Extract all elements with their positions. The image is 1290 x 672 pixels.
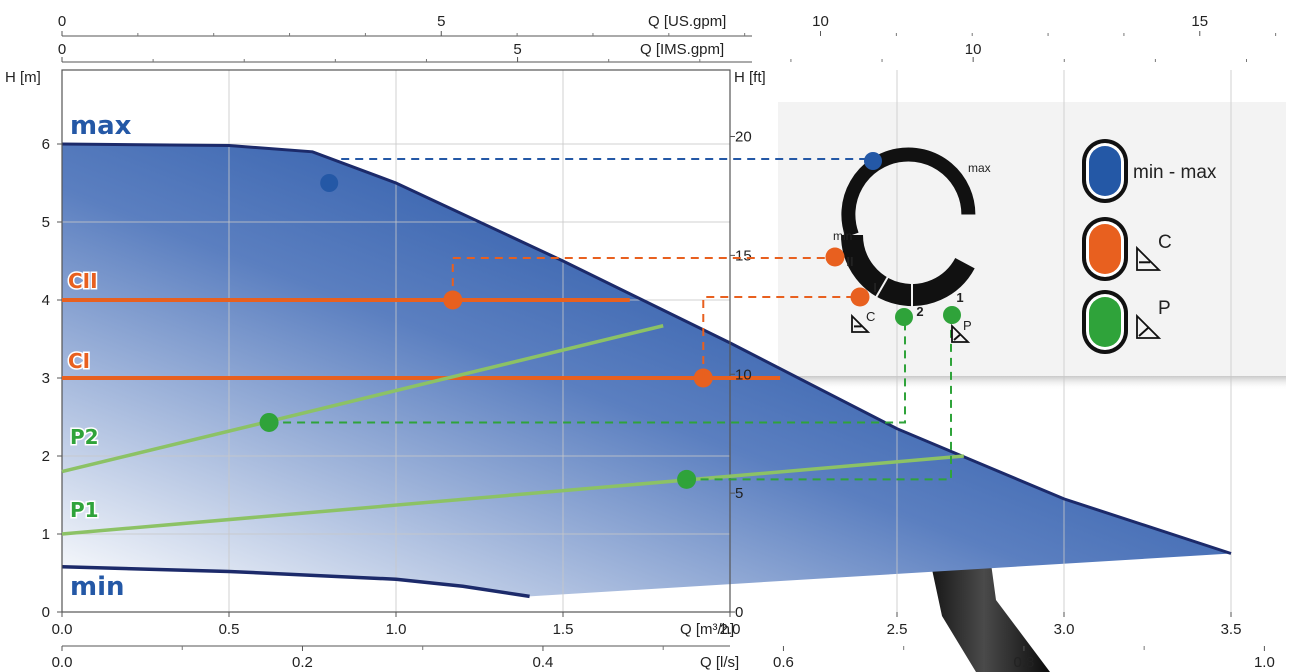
x-bottom2-tick-label: 1.0 xyxy=(1254,654,1275,671)
pill-inner xyxy=(1089,224,1121,274)
y-right-tick-label: 10 xyxy=(735,366,752,383)
x-top-imp-axis-label: Q [IMS.gpm] xyxy=(640,41,724,58)
symbol-line xyxy=(1138,326,1150,337)
constant-pressure-symbol xyxy=(1136,245,1162,271)
connector-cii xyxy=(451,257,830,300)
dial-segment-label: I xyxy=(873,280,877,295)
x-bottom-tick-label: 0.5 xyxy=(219,621,240,638)
connector-p1 xyxy=(686,316,952,481)
dial-max-label: max xyxy=(968,161,991,175)
legend-pill-min-max xyxy=(1082,139,1128,203)
legend-text-min-max: min - max xyxy=(1133,162,1217,183)
dial-dot-p2 xyxy=(895,308,913,326)
proportional-pressure-symbol xyxy=(1136,313,1162,339)
max-curve xyxy=(61,142,1232,555)
legend-pill-constant xyxy=(1082,217,1128,281)
series-line-p2 xyxy=(61,324,664,474)
y-right-tick-label: 0 xyxy=(735,604,743,621)
x-bottom2-tick-label: 0.0 xyxy=(52,654,73,671)
label-max: max xyxy=(70,111,132,141)
constant-pressure-symbol-small xyxy=(851,313,871,333)
dial-dot-p1 xyxy=(943,306,961,324)
x-bottom2-axis-label: Q [l/s] xyxy=(700,654,739,671)
y-left-tick-label: 6 xyxy=(42,136,50,153)
y-right-tick-label: 15 xyxy=(735,247,752,264)
x-top-imp-tick-label: 10 xyxy=(965,41,982,58)
label-ci: CI xyxy=(68,349,90,373)
symbol-triangle xyxy=(1136,245,1162,271)
symbol-c-small: C xyxy=(866,309,875,324)
x-bottom-tick-label: 2.5 xyxy=(887,621,908,638)
x-bottom-tick-label: 3.0 xyxy=(1054,621,1075,638)
label-min: min xyxy=(70,572,125,602)
dial-setting-band xyxy=(841,234,975,306)
legend-text-proportional: P xyxy=(1158,298,1171,319)
x-bottom2-tick-label: 0.6 xyxy=(773,654,794,671)
y-left-axis-label: H [m] xyxy=(5,69,41,86)
x-top-imp-tick-label: 5 xyxy=(513,41,521,58)
y-right-axis-label: H [ft] xyxy=(734,69,766,86)
y-left-tick-label: 3 xyxy=(42,370,50,387)
y-left-tick-label: 5 xyxy=(42,214,50,231)
x-bottom-tick-label: 1.0 xyxy=(386,621,407,638)
dial-dot-ci xyxy=(850,287,870,307)
x-top-us-tick-label: 0 xyxy=(58,13,66,30)
x-bottom2-tick-label: 0.8 xyxy=(1013,654,1034,671)
label-p2: P2 xyxy=(70,425,99,449)
label-p1: P1 xyxy=(70,498,99,522)
label-cii: CII xyxy=(68,269,98,293)
y-left-tick-label: 2 xyxy=(42,448,50,465)
x-bottom-tick-label: 0.0 xyxy=(52,621,73,638)
dial-segment-label: 1 xyxy=(956,290,963,305)
y-left-tick-label: 0 xyxy=(42,604,50,621)
connector-p2 xyxy=(269,318,906,424)
dial-min-label: min xyxy=(833,229,852,243)
proportional-pressure-symbol-small xyxy=(951,323,971,343)
x-bottom-tick-label: 3.5 xyxy=(1221,621,1242,638)
x-top-us-axis-label: Q [US.gpm] xyxy=(648,13,726,30)
symbol-line xyxy=(953,333,962,341)
connector-ci xyxy=(702,296,855,378)
x-bottom-tick-label: 2.0 xyxy=(720,621,741,638)
x-top-us-tick-label: 5 xyxy=(437,13,445,30)
x-bottom2-tick-label: 0.4 xyxy=(533,654,554,671)
pill-inner xyxy=(1089,146,1121,196)
operating-area xyxy=(62,144,1231,597)
pill-inner xyxy=(1089,297,1121,347)
min-curve xyxy=(61,565,530,599)
x-bottom-axis-label: Q [m³/h] xyxy=(680,621,734,638)
y-right-tick-label: 20 xyxy=(735,129,752,146)
legend-pill-proportional xyxy=(1082,290,1128,354)
y-left-tick-label: 1 xyxy=(42,526,50,543)
x-top-us-tick-label: 10 xyxy=(812,13,829,30)
legend-text-constant: C xyxy=(1158,232,1172,253)
series-line-p1 xyxy=(61,454,964,536)
y-right-tick-label: 5 xyxy=(735,485,743,502)
y-left-tick-label: 4 xyxy=(42,292,50,309)
dial-arc xyxy=(841,147,976,238)
symbol-triangle xyxy=(851,313,871,333)
dial-segment-label: II xyxy=(846,254,853,269)
marker-max xyxy=(320,174,339,192)
panel-shadow xyxy=(778,376,1286,390)
dial-separator xyxy=(875,276,889,298)
x-top-imp-tick-label: 0 xyxy=(58,41,66,58)
dial-dot-cii xyxy=(825,247,845,267)
dial-dot-max xyxy=(864,152,882,170)
x-top-us-tick-label: 15 xyxy=(1191,13,1208,30)
x-bottom-tick-label: 1.5 xyxy=(553,621,574,638)
x-bottom2-tick-label: 0.2 xyxy=(292,654,313,671)
symbol-p-small: P xyxy=(963,318,972,333)
dial-segment-label: 2 xyxy=(916,304,923,319)
